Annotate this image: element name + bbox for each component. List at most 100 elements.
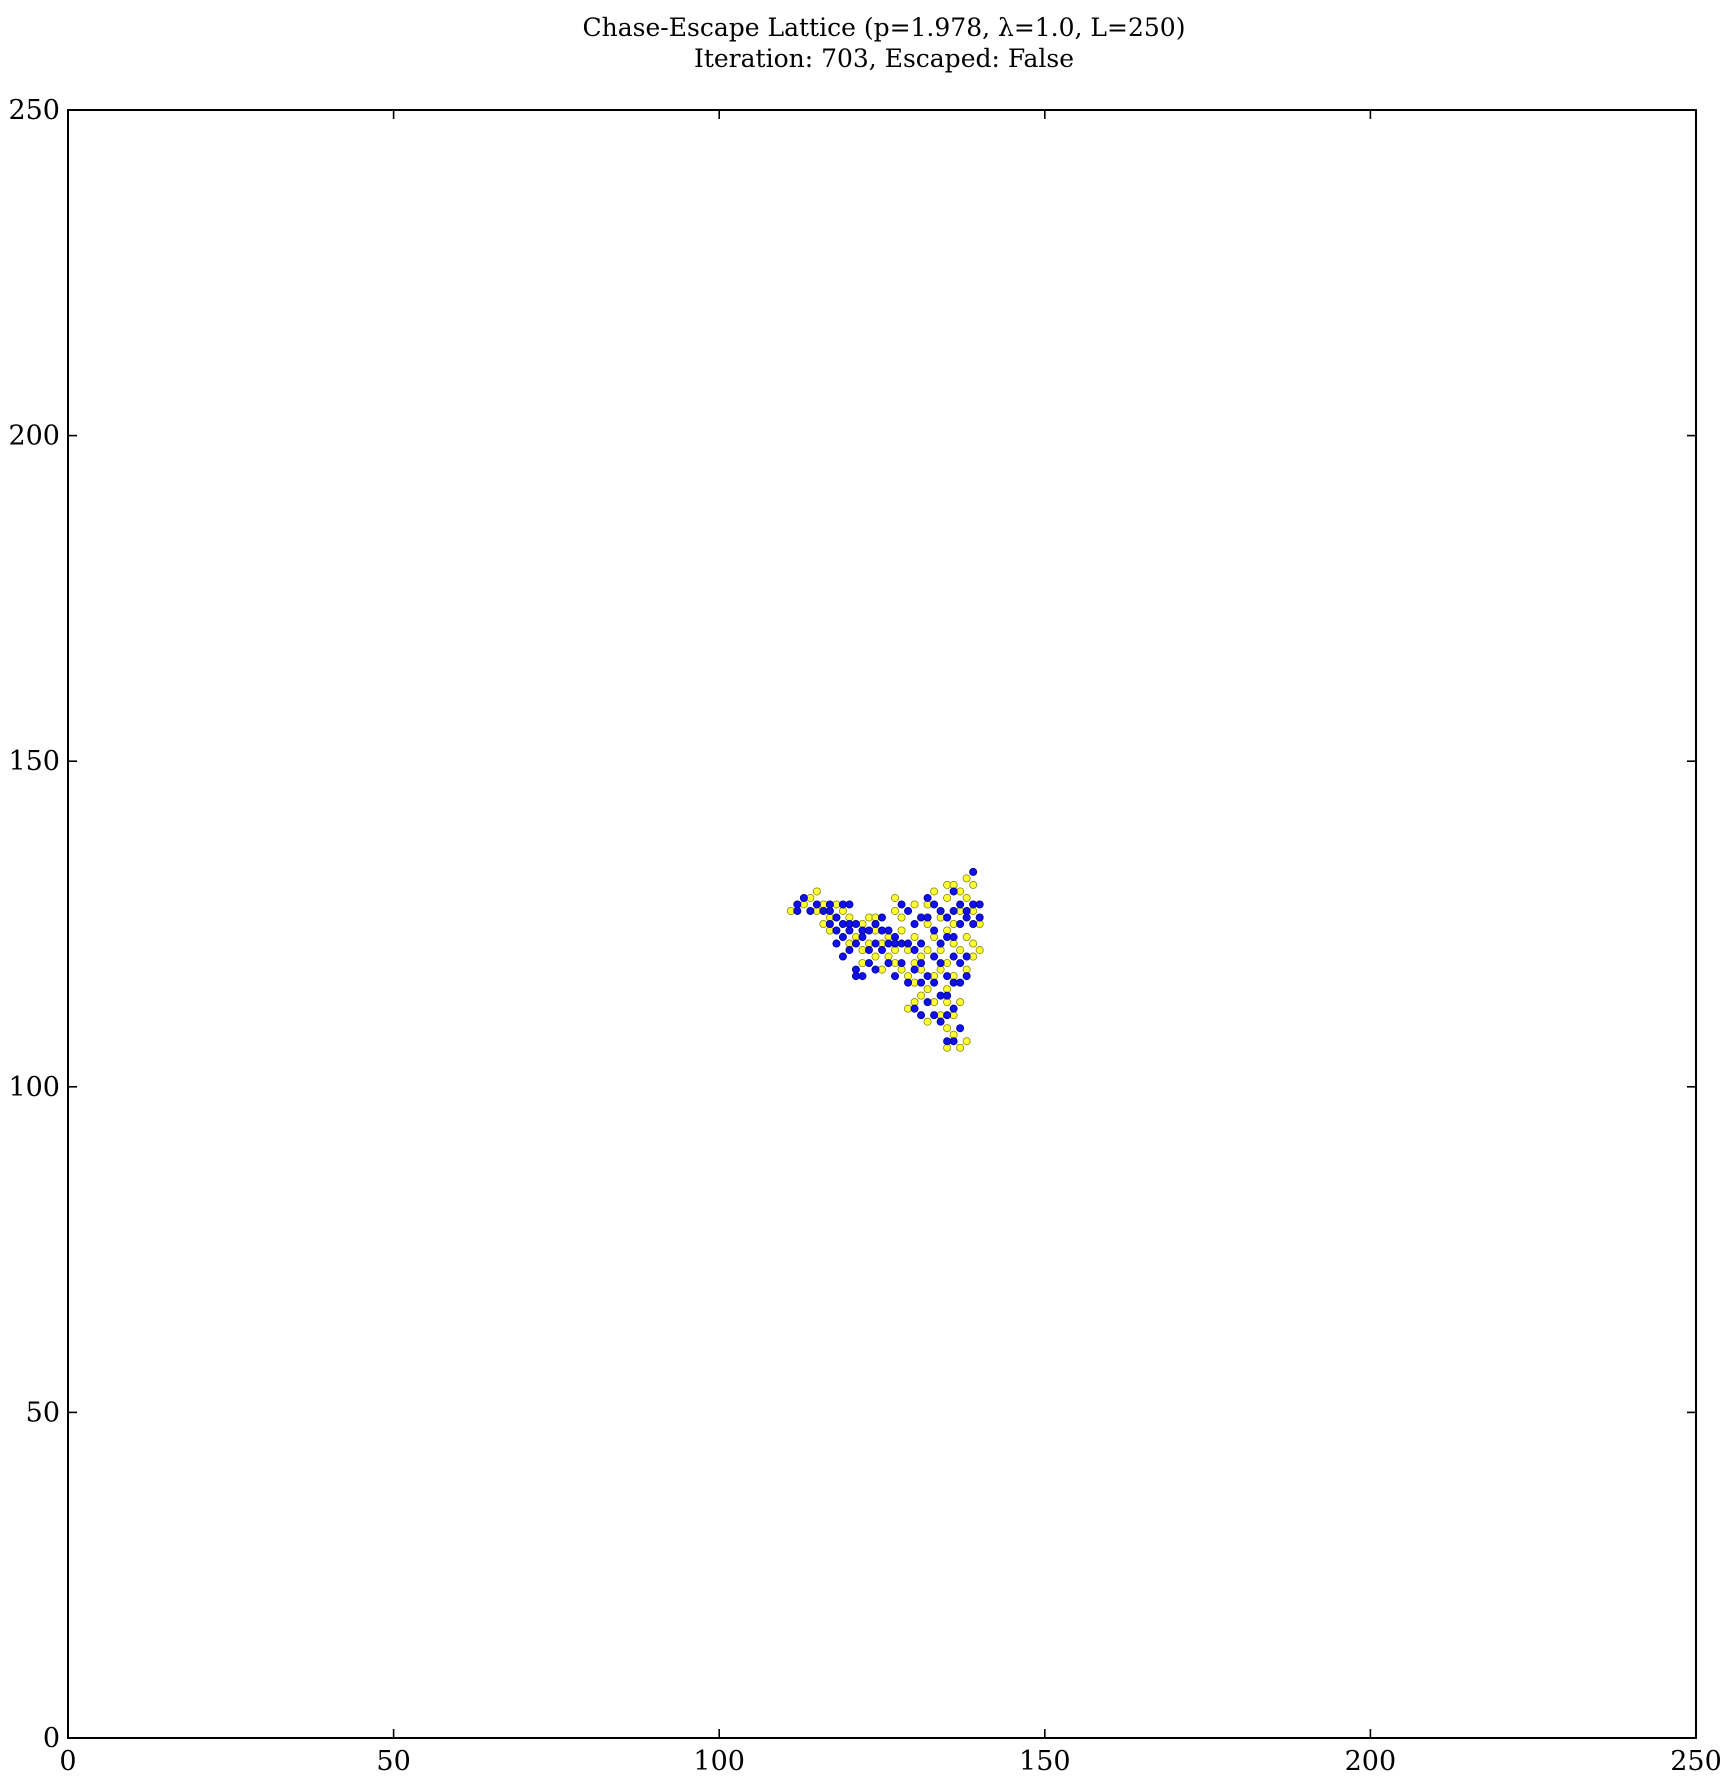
data-point-series-1-45 [904, 906, 913, 915]
data-point-series-1-96 [975, 900, 984, 909]
data-point-series-1-90 [962, 913, 971, 922]
x-tick-label-200: 200 [1345, 1746, 1397, 1777]
data-point-series-0-10 [838, 906, 847, 915]
data-point-series-0-52 [930, 887, 939, 896]
data-point-series-1-58 [923, 913, 932, 922]
data-point-series-1-54 [917, 959, 926, 968]
data-point-series-0-28 [891, 906, 900, 915]
data-point-series-1-9 [832, 913, 841, 922]
data-point-series-1-28 [864, 946, 873, 955]
data-point-series-1-38 [884, 959, 893, 968]
data-point-series-1-7 [825, 906, 834, 915]
data-point-series-0-57 [943, 1024, 952, 1033]
data-point-series-1-92 [962, 972, 971, 981]
data-points [786, 867, 984, 1052]
data-point-series-1-21 [851, 939, 860, 948]
data-point-series-1-78 [949, 906, 958, 915]
data-point-series-1-59 [923, 972, 932, 981]
chart-title-line2: Iteration: 703, Escaped: False [694, 44, 1074, 73]
data-point-series-1-86 [956, 959, 965, 968]
data-point-series-0-82 [969, 939, 978, 948]
data-point-series-0-63 [943, 893, 952, 902]
data-point-series-1-46 [904, 939, 913, 948]
data-point-series-1-60 [923, 998, 932, 1007]
data-point-series-1-49 [910, 946, 919, 955]
data-point-series-1-75 [943, 1011, 952, 1020]
y-tick-label-0: 0 [43, 1723, 60, 1754]
data-point-series-1-48 [910, 920, 919, 929]
data-point-series-0-85 [975, 946, 984, 955]
data-point-series-1-57 [923, 893, 932, 902]
data-point-series-1-77 [949, 887, 958, 896]
data-point-series-1-63 [930, 952, 939, 961]
data-point-series-1-10 [832, 926, 841, 935]
axis-ticks: 0 50 100 150 200 250 0 50 100 150 200 250 [8, 95, 1721, 1777]
data-point-series-1-67 [936, 939, 945, 948]
data-point-series-0-40 [910, 900, 919, 909]
data-point-series-1-91 [962, 952, 971, 961]
data-point-series-1-83 [949, 1037, 958, 1046]
data-point-series-1-35 [878, 946, 887, 955]
data-point-series-1-41 [891, 972, 900, 981]
data-point-series-1-61 [930, 900, 939, 909]
x-tick-label-50: 50 [376, 1746, 410, 1777]
data-point-series-1-51 [910, 1004, 919, 1013]
data-point-series-1-84 [956, 900, 965, 909]
data-point-series-1-93 [969, 867, 978, 876]
data-point-series-1-19 [845, 946, 854, 955]
data-point-series-1-18 [845, 926, 854, 935]
data-point-series-0-79 [962, 893, 971, 902]
x-tick-label-250: 250 [1670, 1746, 1722, 1777]
y-tick-label-200: 200 [8, 421, 60, 452]
data-point-series-1-85 [956, 920, 965, 929]
data-point-series-1-65 [930, 1011, 939, 1020]
data-point-series-1-11 [832, 939, 841, 948]
data-point-series-0-84 [969, 880, 978, 889]
y-tick-label-250: 250 [8, 95, 60, 126]
data-point-series-1-26 [858, 972, 867, 981]
data-point-series-1-82 [949, 1004, 958, 1013]
data-point-series-1-56 [917, 1011, 926, 1020]
data-point-series-1-36 [884, 926, 893, 935]
data-point-series-1-50 [910, 965, 919, 974]
data-point-series-1-87 [956, 978, 965, 987]
data-point-series-1-79 [949, 933, 958, 942]
data-point-series-0-68 [949, 939, 958, 948]
data-point-series-1-29 [864, 959, 873, 968]
data-point-series-0-20 [871, 952, 880, 961]
data-point-series-1-64 [930, 978, 939, 987]
data-point-series-1-32 [871, 965, 880, 974]
data-point-series-0-72 [956, 998, 965, 1007]
data-point-series-0-32 [897, 913, 906, 922]
x-tick-label-0: 0 [59, 1746, 76, 1777]
data-point-series-1-3 [806, 906, 815, 915]
data-point-series-1-73 [943, 972, 952, 981]
y-tick-label-100: 100 [8, 1072, 60, 1103]
plot-frame [67, 109, 1697, 1739]
x-tick-label-150: 150 [1019, 1746, 1071, 1777]
data-point-series-1-1 [793, 906, 802, 915]
data-point-series-1-53 [917, 939, 926, 948]
chart-title-line1: Chase-Escape Lattice (p=1.978, λ=1.0, L=… [583, 13, 1186, 42]
data-point-series-1-97 [975, 913, 984, 922]
data-point-series-1-33 [878, 913, 887, 922]
data-point-series-1-42 [897, 900, 906, 909]
data-point-series-1-14 [838, 933, 847, 942]
x-tick-label-100: 100 [693, 1746, 745, 1777]
data-point-series-1-30 [871, 920, 880, 929]
data-point-series-0-39 [910, 933, 919, 942]
data-point-series-0-65 [949, 1030, 958, 1039]
data-point-series-1-20 [851, 920, 860, 929]
y-tick-label-150: 150 [8, 746, 60, 777]
data-point-series-1-31 [871, 939, 880, 948]
data-point-series-0-45 [923, 985, 932, 994]
data-point-series-1-95 [969, 920, 978, 929]
data-point-series-1-16 [845, 900, 854, 909]
data-point-series-0-76 [962, 1037, 971, 1046]
data-point-series-0-46 [923, 946, 932, 955]
data-point-series-1-66 [936, 906, 945, 915]
data-point-series-0-29 [891, 893, 900, 902]
data-point-series-1-74 [943, 991, 952, 1000]
data-point-series-0-78 [962, 933, 971, 942]
